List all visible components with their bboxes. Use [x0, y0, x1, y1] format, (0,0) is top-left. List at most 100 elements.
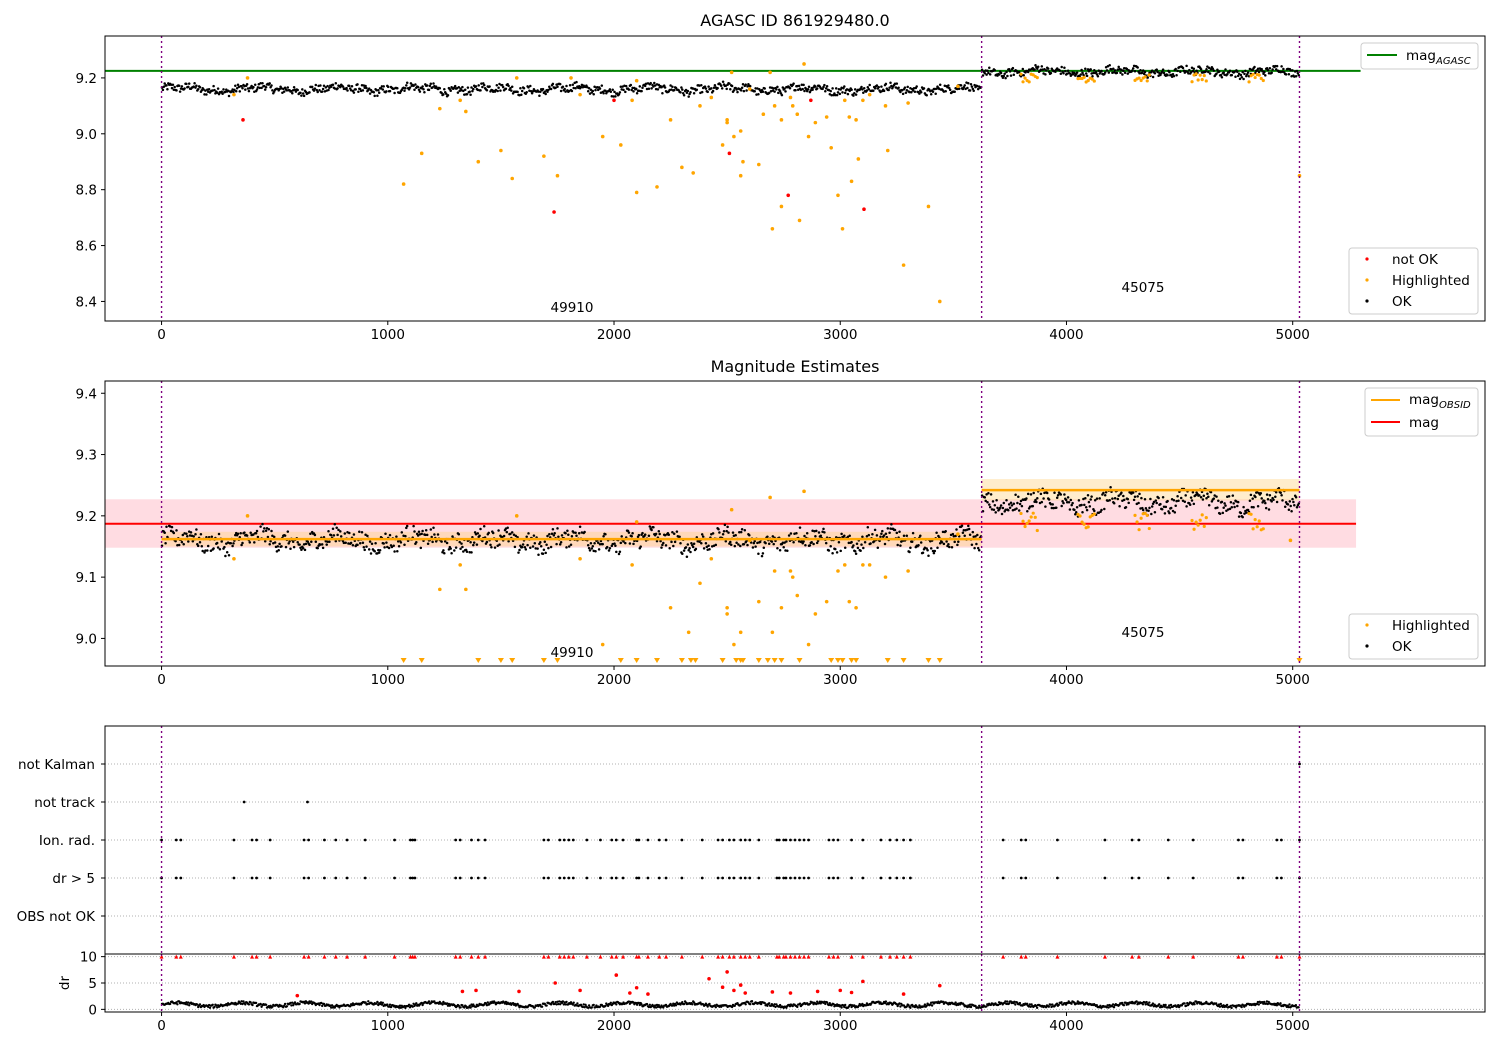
dr-clipped-marker	[302, 954, 307, 959]
ok-point	[977, 548, 981, 552]
dr-ok-point	[1013, 1000, 1016, 1003]
ok-point	[261, 81, 264, 85]
dr-clipped-marker	[1130, 954, 1135, 959]
ok-point	[545, 543, 548, 547]
ok-point	[1008, 506, 1012, 509]
dr-high-point	[634, 985, 639, 990]
flag-point	[827, 876, 831, 880]
ok-point	[940, 540, 944, 544]
dr-clipped-marker	[453, 954, 458, 959]
dr-ok-point	[653, 1006, 656, 1009]
ok-point	[303, 548, 307, 552]
dr-ok-point	[485, 1004, 489, 1007]
dr-ok-point	[828, 1002, 831, 1005]
ok-point	[386, 85, 390, 89]
dr-ok-point	[706, 1005, 709, 1008]
ok-point	[843, 91, 847, 95]
flag-point	[599, 876, 602, 880]
ok-point	[1040, 65, 1044, 68]
ok-point	[195, 528, 198, 531]
ok-point	[990, 508, 994, 511]
ok-point	[663, 533, 667, 537]
highlighted-point	[578, 92, 582, 97]
ok-point	[938, 542, 942, 545]
ok-point	[278, 542, 281, 546]
ok-point	[264, 529, 268, 532]
ok-point	[1183, 500, 1187, 503]
ok-point	[461, 85, 464, 89]
dr-clipped-marker	[546, 954, 551, 959]
ok-point	[600, 84, 604, 87]
flag-point	[861, 876, 865, 880]
ok-point	[736, 90, 739, 94]
below-axis-marker	[853, 658, 860, 663]
ok-point	[565, 84, 568, 88]
ok-point	[1059, 493, 1063, 496]
dr-clipped-marker	[562, 954, 567, 959]
ok-point	[316, 90, 319, 94]
dr-clipped-marker	[1274, 954, 1279, 959]
ok-point	[1116, 497, 1120, 501]
ok-point	[944, 529, 947, 533]
flag-point	[323, 876, 326, 880]
x-tick-label: 3000	[823, 327, 857, 343]
highlighted-point	[232, 556, 236, 561]
ok-point	[1009, 74, 1013, 77]
ok-point	[587, 86, 591, 90]
flag-point	[567, 838, 571, 842]
ok-point	[1220, 76, 1224, 79]
ok-point	[501, 83, 504, 87]
flag-point	[454, 876, 458, 880]
ok-point	[794, 88, 797, 92]
y-tick-label: 9.1	[76, 570, 97, 586]
dr-high-point	[460, 989, 465, 994]
ok-point	[889, 81, 892, 84]
ok-point	[365, 545, 368, 548]
ok-point	[1161, 68, 1165, 71]
ok-point	[905, 89, 909, 92]
ok-point	[170, 525, 174, 529]
flag-point	[470, 876, 473, 880]
x-tick-label: 0	[157, 1018, 166, 1034]
ok-point	[1264, 74, 1267, 77]
flag-category-label: dr > 5	[52, 871, 95, 887]
highlighted-point	[1025, 521, 1029, 525]
dr-ok-point	[551, 1000, 555, 1004]
y-tick-label: 8.6	[76, 239, 97, 255]
ok-point	[269, 540, 272, 543]
ok-point	[543, 540, 547, 544]
flag-point	[302, 838, 306, 842]
x-tick-label: 5000	[1276, 1018, 1310, 1034]
ok-point	[481, 85, 484, 89]
highlighted-point	[542, 154, 546, 158]
highlighted-point	[1194, 520, 1198, 524]
highlighted-point	[464, 587, 468, 592]
flag-point	[542, 838, 546, 842]
ok-point	[1049, 503, 1053, 506]
ok-point	[1181, 66, 1185, 70]
dr-ok-point	[832, 1002, 835, 1006]
ok-point	[415, 540, 418, 544]
highlighted-point	[634, 520, 639, 524]
ok-point	[191, 539, 195, 543]
flag-point	[727, 838, 731, 842]
legend-not-ok-label: not OK	[1392, 252, 1439, 268]
ok-point	[1001, 506, 1005, 510]
dr-ok-point	[654, 1004, 657, 1007]
ok-point	[1245, 511, 1248, 514]
dr-ok-point	[564, 1003, 567, 1006]
ok-point	[1192, 67, 1196, 70]
dr-high-point	[517, 989, 521, 994]
ok-point	[1150, 512, 1153, 516]
ok-point	[382, 85, 385, 88]
ok-point	[850, 540, 853, 544]
ok-point	[758, 540, 762, 544]
dr-ok-point	[749, 1003, 752, 1006]
highlighted-point	[797, 218, 802, 223]
ok-point	[854, 552, 858, 555]
ok-point	[463, 88, 467, 92]
ok-point	[177, 84, 181, 87]
ok-point	[271, 534, 274, 538]
highlighted-point	[1200, 78, 1204, 82]
highlighted-point	[840, 226, 845, 231]
